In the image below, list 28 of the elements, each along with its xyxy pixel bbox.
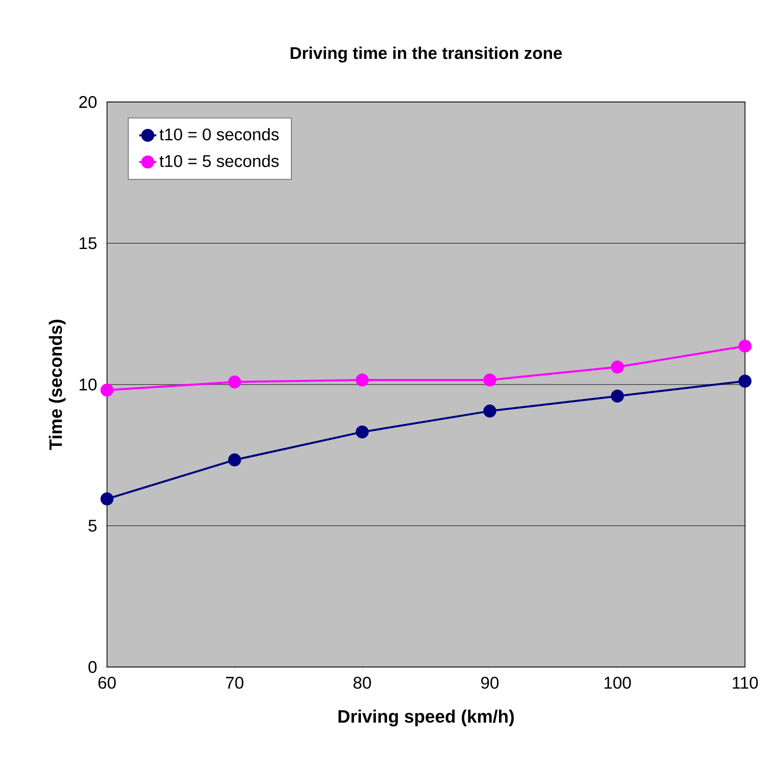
point: [228, 453, 242, 466]
y-tick-label: 15: [80, 237, 97, 250]
y-axis-title: Time (seconds): [48, 320, 66, 450]
point: [610, 360, 624, 374]
x-tick-label: 80: [354, 676, 371, 689]
point: [356, 373, 369, 386]
legend-label: t10 = 5 seconds: [160, 154, 279, 168]
point: [228, 375, 242, 388]
y-tick-label: 20: [79, 96, 97, 108]
point: [738, 374, 752, 388]
point: [483, 373, 496, 386]
y-tick-label: 0: [88, 661, 97, 673]
x-tick-label: 70: [226, 676, 244, 689]
point: [356, 425, 369, 438]
x-tick-label: 110: [732, 676, 758, 689]
point: [610, 390, 624, 403]
x-tick-label: 90: [481, 676, 499, 689]
chart-title: Driving time in the transition zone: [290, 46, 562, 63]
y-tick-label: 5: [88, 520, 97, 532]
point: [100, 384, 114, 397]
x-axis-title: Driving speed (km/h): [338, 710, 514, 726]
x-tick-label: 60: [98, 676, 116, 689]
legend-label: t10 = 0 seconds: [160, 128, 279, 140]
y-tick-label: 10: [80, 378, 97, 390]
point: [738, 340, 752, 353]
point: [483, 404, 496, 418]
point: [100, 492, 114, 506]
x-tick-label: 100: [604, 676, 631, 689]
